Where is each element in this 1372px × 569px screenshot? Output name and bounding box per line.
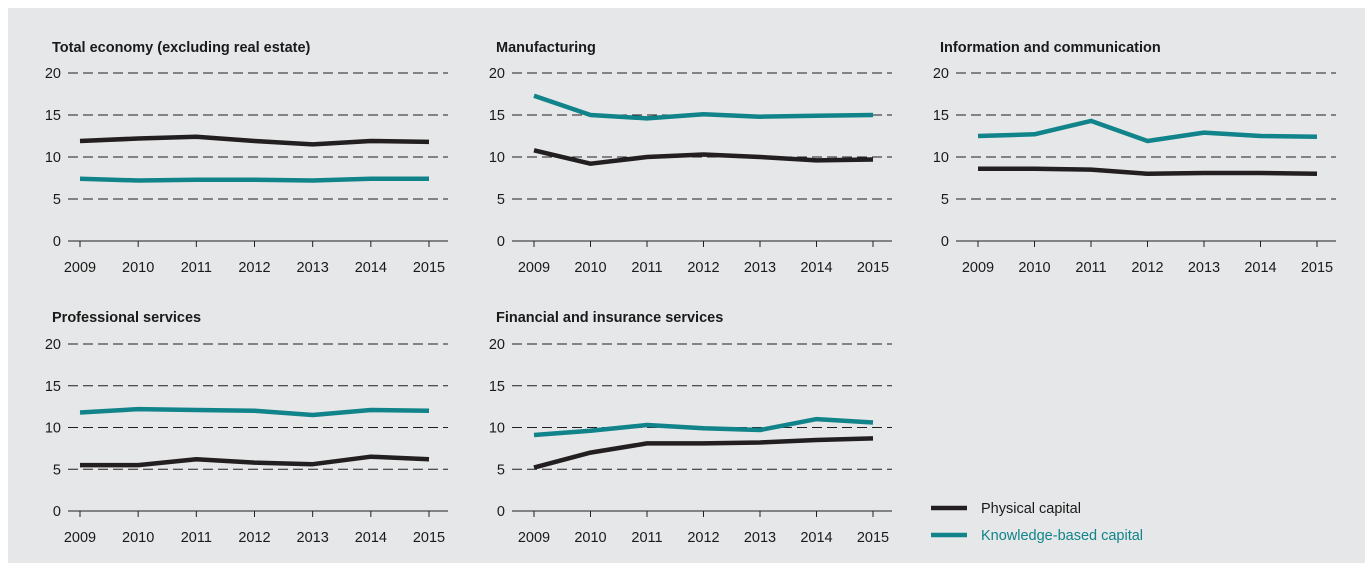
chart-4: Professional services 0 5 10 15 20 2009 2010 201…: [45, 310, 448, 546]
y-tick-label: 0: [497, 504, 505, 520]
y-tick-label: 5: [941, 192, 949, 208]
chart-2: Manufacturing 0 5 10 15 20 2009 2010 2011 2012 201…: [489, 40, 892, 276]
y-tick-label: 0: [941, 234, 949, 250]
y-tick-label: 5: [53, 192, 61, 208]
series-line-physical-capital: [79, 134, 430, 147]
x-tick-label: 2010: [122, 260, 154, 276]
chart-5: Financial and insurance services 0 5 10 15 20…: [489, 310, 892, 546]
series-line-knowledge-based-capital: [977, 118, 1318, 144]
series-line-knowledge-based-capital: [533, 93, 874, 121]
y-tick-label: 5: [497, 462, 505, 478]
chart-title: Total economy (excluding real estate): [52, 40, 311, 56]
x-tick-label: 2009: [64, 530, 96, 546]
legend-label-physical-capital: Physical capital: [981, 501, 1081, 517]
x-tick-label: 2012: [238, 530, 270, 546]
y-tick-label: 15: [45, 108, 61, 124]
x-tick-label: 2012: [238, 260, 270, 276]
series-line-physical-capital: [533, 436, 874, 470]
x-tick-label: 2015: [857, 260, 889, 276]
x-tick-label: 2014: [355, 530, 387, 546]
x-tick-label: 2010: [574, 260, 606, 276]
series-line-physical-capital: [80, 454, 430, 468]
x-tick-label: 2009: [962, 260, 994, 276]
y-tick-label: 0: [53, 504, 61, 520]
x-tick-label: 2015: [413, 260, 445, 276]
x-tick-label: 2010: [1018, 260, 1050, 276]
x-tick-label: 2014: [355, 260, 387, 276]
x-tick-label: 2009: [518, 530, 550, 546]
chart-panel: Total economy (excluding real estate) 0 5 1…: [8, 8, 1365, 563]
x-tick-label: 2012: [1131, 260, 1163, 276]
x-tick-label: 2011: [631, 260, 662, 276]
y-tick-label: 20: [489, 337, 505, 353]
x-tick-label: 2014: [800, 260, 832, 276]
x-tick-label: 2012: [687, 530, 719, 546]
x-tick-label: 2013: [744, 260, 776, 276]
y-tick-label: 0: [497, 234, 505, 250]
legend: Physical capital Knowledge-based capital: [931, 501, 1143, 544]
chart-title: Professional services: [52, 310, 201, 326]
y-tick-label: 20: [45, 66, 61, 82]
x-tick-label: 2010: [122, 530, 154, 546]
y-tick-label: 20: [45, 337, 61, 353]
y-tick-label: 15: [933, 108, 949, 124]
x-tick-label: 2014: [800, 530, 832, 546]
chart-title: Financial and insurance services: [496, 310, 723, 326]
x-tick-label: 2009: [518, 260, 550, 276]
x-tick-label: 2011: [631, 530, 662, 546]
x-tick-label: 2015: [413, 530, 445, 546]
x-tick-label: 2015: [1301, 260, 1333, 276]
y-tick-label: 20: [489, 66, 505, 82]
chart-1: Total economy (excluding real estate) 0 5 1…: [45, 40, 448, 276]
x-tick-label: 2015: [857, 530, 889, 546]
chart-title: Information and communication: [940, 40, 1161, 56]
y-tick-label: 10: [45, 150, 61, 166]
series-line-physical-capital: [533, 148, 874, 166]
x-tick-label: 2014: [1244, 260, 1276, 276]
y-tick-label: 20: [933, 66, 949, 82]
y-tick-label: 5: [497, 192, 505, 208]
y-tick-label: 5: [53, 462, 61, 478]
x-tick-label: 2012: [687, 260, 719, 276]
series-line-knowledge-based-capital: [533, 416, 874, 438]
y-tick-label: 10: [489, 150, 505, 166]
y-tick-label: 0: [53, 234, 61, 250]
y-tick-label: 15: [489, 108, 505, 124]
x-tick-label: 2011: [1075, 260, 1106, 276]
chart-3: Information and communication 0 5 10 15 20 200…: [933, 40, 1336, 276]
y-tick-label: 10: [489, 421, 505, 437]
series-line-knowledge-based-capital: [79, 176, 429, 183]
x-tick-label: 2011: [181, 260, 212, 276]
legend-label-knowledge-based-capital: Knowledge-based capital: [981, 528, 1143, 544]
x-tick-label: 2013: [1188, 260, 1220, 276]
y-tick-label: 15: [45, 379, 61, 395]
small-multiples-chart: Total economy (excluding real estate) 0 5 1…: [45, 40, 1336, 546]
y-tick-label: 10: [933, 150, 949, 166]
x-tick-label: 2013: [297, 530, 329, 546]
series-line-knowledge-based-capital: [79, 406, 430, 418]
y-tick-label: 10: [45, 421, 61, 437]
x-tick-label: 2010: [574, 530, 606, 546]
chart-title: Manufacturing: [496, 40, 596, 56]
y-tick-label: 15: [489, 379, 505, 395]
x-tick-label: 2009: [64, 260, 96, 276]
series-line-physical-capital: [978, 166, 1318, 177]
x-tick-label: 2013: [297, 260, 329, 276]
x-tick-label: 2013: [744, 530, 776, 546]
x-tick-label: 2011: [181, 530, 212, 546]
